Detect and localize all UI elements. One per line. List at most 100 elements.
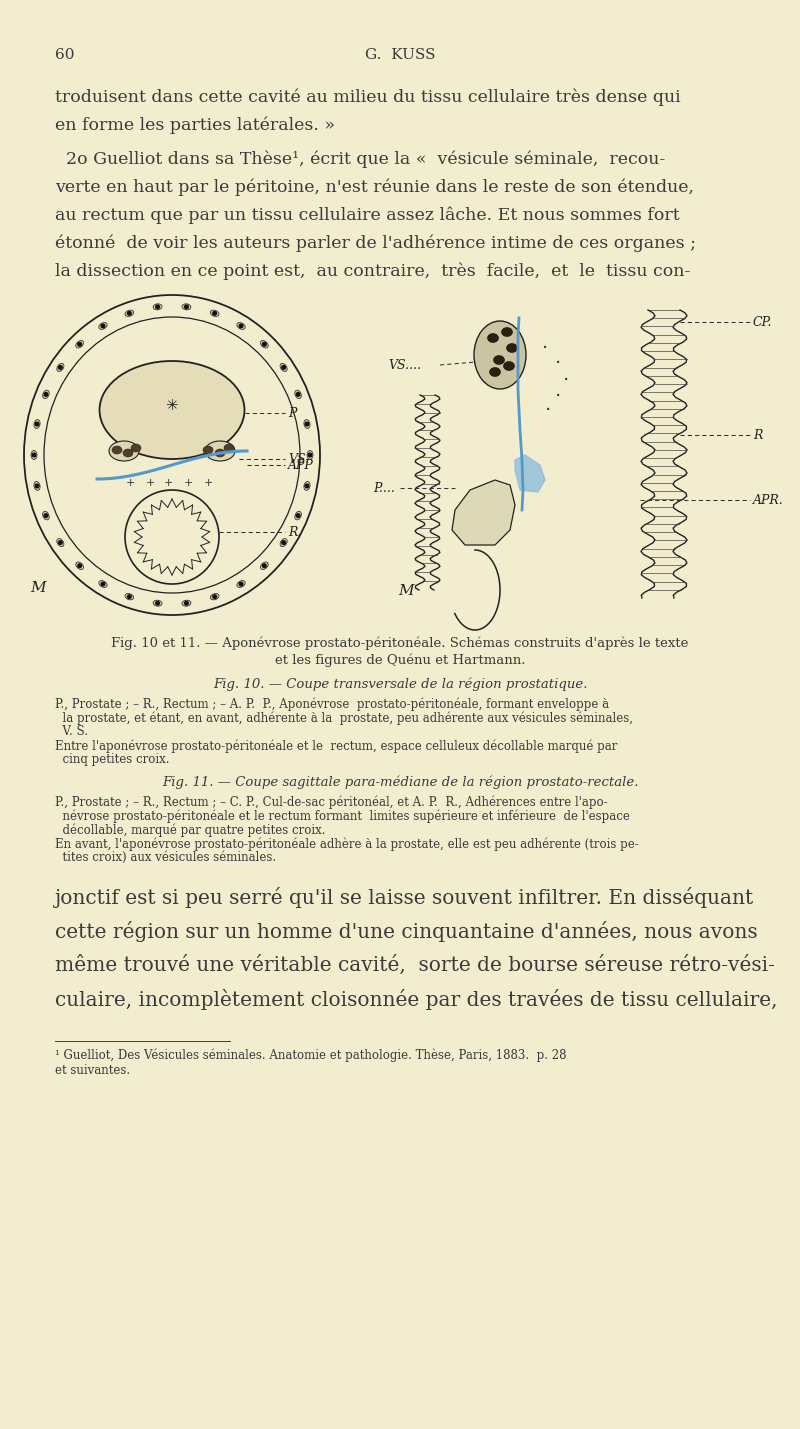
- Polygon shape: [452, 480, 515, 544]
- Circle shape: [125, 490, 219, 584]
- Text: verte en haut par le péritoine, n'est réunie dans le reste de son étendue,: verte en haut par le péritoine, n'est ré…: [55, 179, 694, 196]
- Ellipse shape: [294, 390, 302, 399]
- Circle shape: [127, 312, 131, 314]
- Ellipse shape: [224, 444, 234, 452]
- Ellipse shape: [487, 333, 498, 343]
- Text: M: M: [398, 584, 414, 597]
- Text: M: M: [30, 582, 46, 594]
- Circle shape: [102, 324, 105, 327]
- Ellipse shape: [34, 420, 40, 429]
- Ellipse shape: [237, 580, 245, 587]
- Text: Fig. 11. — Coupe sagittale para-médiane de la région prostato-rectale.: Fig. 11. — Coupe sagittale para-médiane …: [162, 775, 638, 789]
- Ellipse shape: [125, 593, 134, 600]
- Ellipse shape: [99, 580, 107, 587]
- Text: même trouvé une véritable cavité,  sorte de bourse séreuse rétro-vési-: même trouvé une véritable cavité, sorte …: [55, 955, 775, 975]
- Circle shape: [239, 582, 243, 586]
- Circle shape: [305, 484, 309, 487]
- Text: P., Prostate ; – R., Rectum ; – A. P.  P., Aponévrose  prostato-péritonéale, for: P., Prostate ; – R., Rectum ; – A. P. P.…: [55, 697, 609, 710]
- Ellipse shape: [99, 323, 107, 330]
- Circle shape: [58, 366, 62, 369]
- Ellipse shape: [210, 310, 219, 316]
- Circle shape: [296, 393, 300, 396]
- Text: culaire, incomplètement cloisonnée par des travées de tissu cellulaire,: culaire, incomplètement cloisonnée par d…: [55, 989, 778, 1010]
- Circle shape: [262, 564, 266, 567]
- Text: ·: ·: [542, 339, 548, 357]
- Ellipse shape: [210, 593, 219, 600]
- Text: et les figures de Quénu et Hartmann.: et les figures de Quénu et Hartmann.: [274, 653, 526, 666]
- Text: 2o Guelliot dans sa Thèse¹, écrit que la «  vésicule séminale,  recou-: 2o Guelliot dans sa Thèse¹, écrit que la…: [55, 150, 666, 167]
- Text: ·: ·: [555, 386, 561, 406]
- Ellipse shape: [502, 327, 513, 336]
- Text: troduisent dans cette cavité au milieu du tissu cellulaire très dense qui: troduisent dans cette cavité au milieu d…: [55, 89, 681, 106]
- Circle shape: [213, 312, 217, 314]
- Text: APP: APP: [288, 459, 314, 472]
- Text: +: +: [203, 477, 213, 487]
- Ellipse shape: [261, 562, 268, 570]
- Ellipse shape: [203, 446, 213, 454]
- Ellipse shape: [76, 340, 83, 349]
- Ellipse shape: [76, 562, 83, 570]
- Text: tites croix) aux vésicules séminales.: tites croix) aux vésicules séminales.: [55, 852, 276, 865]
- Text: Fig. 10 et 11. — Aponévrose prostato-péritonéale. Schémas construits d'après le : Fig. 10 et 11. — Aponévrose prostato-pér…: [111, 636, 689, 650]
- Circle shape: [213, 594, 217, 599]
- Text: APR.: APR.: [753, 493, 784, 506]
- Ellipse shape: [123, 449, 133, 457]
- Circle shape: [308, 453, 312, 457]
- Ellipse shape: [112, 446, 122, 454]
- Text: 60: 60: [55, 49, 74, 61]
- Circle shape: [44, 514, 48, 517]
- Text: +: +: [163, 477, 173, 487]
- Ellipse shape: [503, 362, 514, 370]
- Text: décollable, marqué par quatre petites croix.: décollable, marqué par quatre petites cr…: [55, 823, 326, 836]
- Ellipse shape: [280, 363, 287, 372]
- Ellipse shape: [99, 362, 245, 459]
- Text: R: R: [753, 429, 762, 442]
- Ellipse shape: [44, 317, 300, 593]
- Text: au rectum que par un tissu cellulaire assez lâche. Et nous sommes fort: au rectum que par un tissu cellulaire as…: [55, 206, 680, 223]
- Text: Fig. 10. — Coupe transversale de la région prostatique.: Fig. 10. — Coupe transversale de la régi…: [213, 677, 587, 690]
- Text: +: +: [183, 477, 193, 487]
- Text: ·: ·: [545, 400, 551, 420]
- Ellipse shape: [474, 322, 526, 389]
- Ellipse shape: [131, 444, 141, 452]
- Ellipse shape: [57, 539, 64, 547]
- Ellipse shape: [304, 420, 310, 429]
- Circle shape: [58, 540, 62, 544]
- Text: P....: P....: [373, 482, 395, 494]
- Ellipse shape: [261, 340, 268, 349]
- Text: P., Prostate ; – R., Rectum ; – C. P., Cul-de-sac péritonéal, et A. P.  R., Adhé: P., Prostate ; – R., Rectum ; – C. P., C…: [55, 795, 608, 809]
- Text: ·: ·: [555, 353, 561, 373]
- Text: et suivantes.: et suivantes.: [55, 1065, 130, 1077]
- Text: ¹ Guelliot, Des Vésicules séminales. Anatomie et pathologie. Thèse, Paris, 1883.: ¹ Guelliot, Des Vésicules séminales. Ana…: [55, 1049, 566, 1063]
- Text: G.  KUSS: G. KUSS: [365, 49, 435, 61]
- Circle shape: [185, 602, 188, 604]
- Circle shape: [78, 343, 82, 346]
- Ellipse shape: [153, 304, 162, 310]
- Ellipse shape: [34, 482, 40, 490]
- Ellipse shape: [215, 449, 225, 457]
- Text: CP.: CP.: [753, 316, 773, 329]
- Text: En avant, l'aponévrose prostato-péritonéale adhère à la prostate, elle est peu a: En avant, l'aponévrose prostato-péritoné…: [55, 837, 638, 850]
- Text: cette région sur un homme d'une cinquantaine d'années, nous avons: cette région sur un homme d'une cinquant…: [55, 922, 758, 942]
- Circle shape: [296, 514, 300, 517]
- Text: en forme les parties latérales. »: en forme les parties latérales. »: [55, 116, 335, 133]
- Ellipse shape: [294, 512, 302, 520]
- Text: VS....: VS....: [388, 359, 421, 372]
- Text: étonné  de voir les auteurs parler de l'adhérence intime de ces organes ;: étonné de voir les auteurs parler de l'a…: [55, 234, 696, 252]
- Circle shape: [282, 366, 286, 369]
- Ellipse shape: [506, 343, 518, 353]
- Circle shape: [185, 304, 188, 309]
- Ellipse shape: [109, 442, 139, 462]
- Text: V. S.: V. S.: [55, 725, 88, 737]
- Text: +: +: [146, 477, 154, 487]
- Ellipse shape: [153, 600, 162, 606]
- Circle shape: [35, 422, 39, 426]
- Text: névrose prostato-péritonéale et le rectum formant  limites supérieure et inférie: névrose prostato-péritonéale et le rectu…: [55, 809, 630, 823]
- Circle shape: [305, 422, 309, 426]
- Ellipse shape: [304, 482, 310, 490]
- Circle shape: [44, 393, 48, 396]
- Circle shape: [239, 324, 243, 327]
- Text: P: P: [288, 406, 296, 420]
- Circle shape: [78, 564, 82, 567]
- Text: R.: R.: [288, 526, 302, 539]
